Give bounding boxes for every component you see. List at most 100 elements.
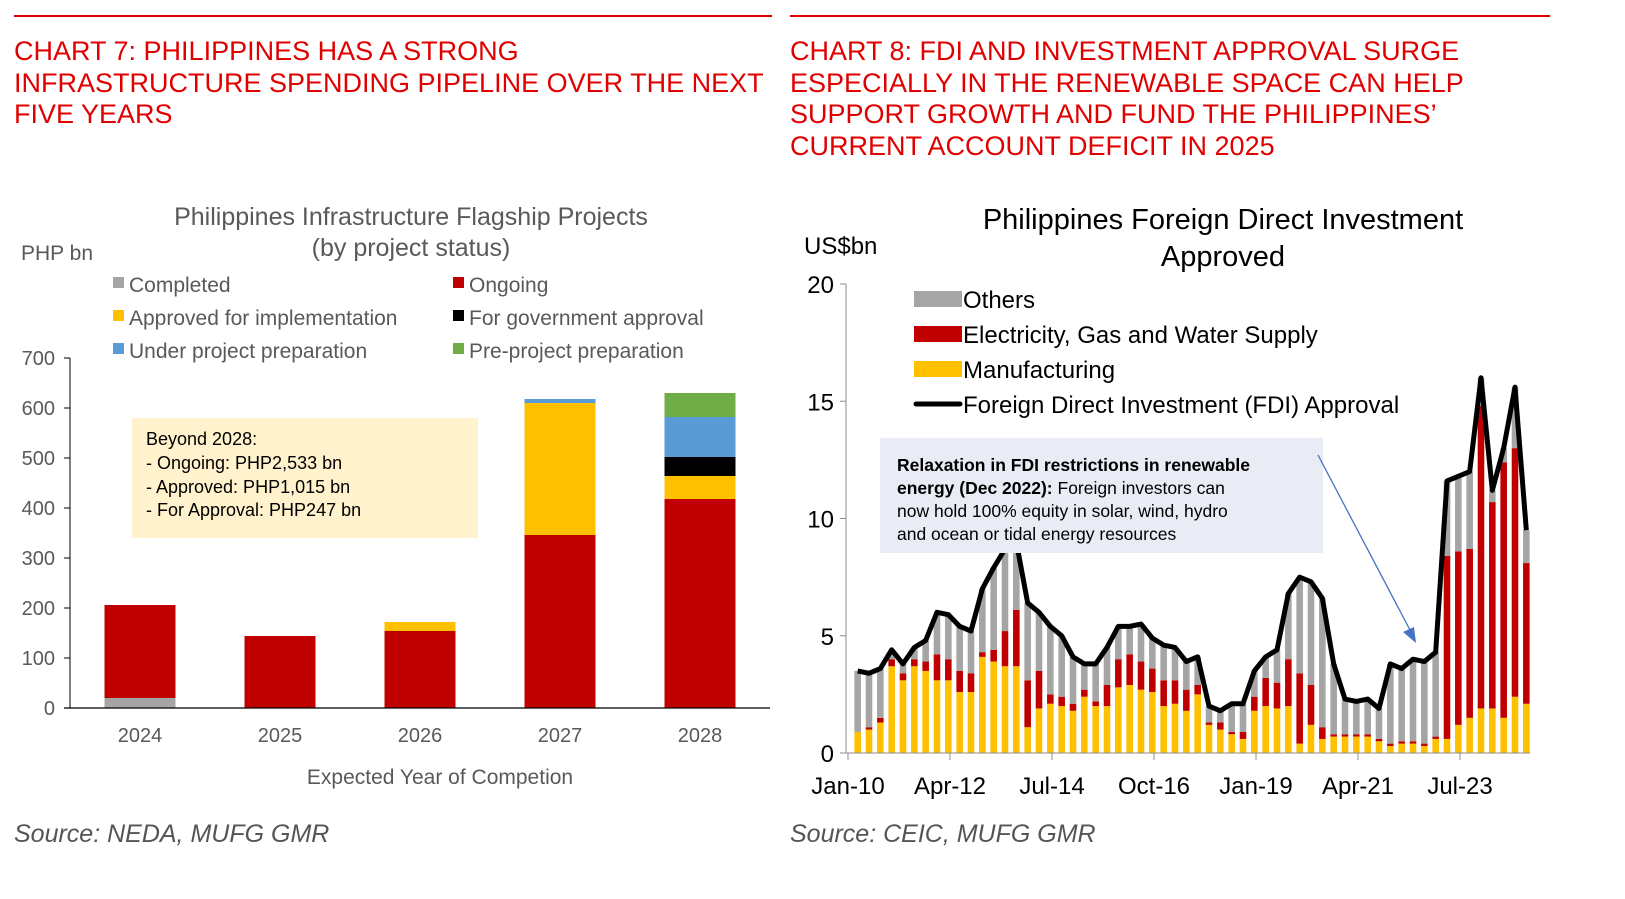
bar-manufacturing	[967, 692, 975, 753]
bar-segment-ongoing	[384, 631, 456, 708]
bar-others	[854, 670, 861, 732]
bar-others	[1001, 548, 1009, 632]
y-axis: 0 5 10 15 20	[807, 272, 847, 768]
x-axis-title: Expected Year of Competion	[307, 766, 573, 789]
bar-electricity	[1239, 731, 1247, 739]
source-right: Source: CEIC, MUFG GMR	[790, 820, 1096, 848]
bar-electricity	[1319, 727, 1326, 739]
y-tick-label: 15	[807, 389, 834, 416]
legend-swatch	[914, 326, 962, 342]
annotation-normal: now hold 100% equity in solar, wind, hyd…	[897, 501, 1228, 521]
bar-manufacturing	[1353, 736, 1360, 753]
x-tick-label: Oct-16	[1118, 773, 1190, 800]
y-tick-label: 10	[807, 507, 834, 534]
bar-electricity	[1047, 694, 1054, 704]
bar-others	[922, 640, 929, 662]
y-tick-label: 0	[821, 741, 834, 768]
bar-manufacturing	[854, 731, 861, 753]
bar-manufacturing	[1081, 696, 1088, 753]
bar-manufacturing	[1024, 727, 1031, 753]
bar-manufacturing	[1500, 717, 1507, 753]
x-tick-label: 2028	[678, 725, 723, 747]
bar-segment-ongoing	[104, 605, 176, 698]
bar-others	[990, 567, 997, 650]
legend: Others Electricity, Gas and Water Supply M…	[913, 287, 1399, 419]
bar-others	[1251, 670, 1258, 697]
bar-electricity	[1421, 743, 1428, 746]
header-rule-left	[14, 15, 772, 17]
bar-others	[1489, 490, 1496, 503]
bar-others	[1171, 647, 1179, 681]
bar-manufacturing	[1160, 706, 1167, 753]
bar-manufacturing	[1149, 692, 1156, 753]
bar-others	[1047, 626, 1054, 695]
annotation-bold: energy (Dec 2022):	[897, 478, 1053, 498]
bar-manufacturing	[1523, 703, 1530, 753]
bar-electricity	[933, 654, 941, 681]
source-left: Source: NEDA, MUFG GMR	[14, 820, 330, 848]
arrow-shaft	[1317, 454, 1411, 631]
bar-manufacturing	[1001, 666, 1009, 753]
bar-others	[1058, 635, 1065, 697]
bar-electricity	[1353, 734, 1360, 737]
heading-line: CHART 7: PHILIPPINES HAS A STRONG	[14, 36, 519, 66]
chart-title-line-1: Philippines Infrastructure Flagship Proj…	[174, 203, 648, 231]
annotation-normal: Foreign investors can	[1053, 478, 1225, 498]
bar-others	[1205, 706, 1213, 723]
legend-swatch	[113, 343, 124, 354]
heading-line: ESPECIALLY IN THE RENEWABLE SPACE CAN HE…	[790, 67, 1464, 98]
bar-others	[1523, 530, 1530, 564]
legend-swatch	[914, 361, 962, 377]
bar-others	[1262, 656, 1269, 678]
bar-manufacturing	[865, 729, 873, 753]
bar-others	[1421, 661, 1428, 744]
bar-others	[1285, 593, 1292, 660]
bar-others	[1409, 659, 1417, 742]
bar-electricity	[1001, 631, 1009, 667]
bar-manufacturing	[1489, 708, 1496, 753]
bar-manufacturing	[1341, 736, 1349, 753]
arrow-head	[1403, 627, 1416, 643]
legend-label: Under project preparation	[129, 340, 367, 363]
bar-manufacturing	[1183, 710, 1190, 753]
bar-electricity	[945, 659, 952, 681]
bar-electricity	[1069, 703, 1077, 711]
bar-electricity	[1511, 448, 1519, 697]
x-tick-label: Apr-12	[914, 773, 986, 800]
bar-electricity	[1194, 684, 1201, 695]
bar-others	[1228, 703, 1235, 732]
x-tick-label: 2026	[398, 725, 443, 747]
bar-manufacturing	[899, 680, 907, 753]
bar-others	[1364, 699, 1371, 735]
bar-manufacturing	[1432, 738, 1439, 753]
bar-segment-ongoing	[664, 499, 736, 708]
y-axis-unit-label: PHP bn	[21, 242, 93, 265]
bar-manufacturing	[1477, 708, 1485, 753]
bar-electricity	[1523, 563, 1530, 704]
bar-others	[1103, 647, 1111, 685]
bar-electricity	[1013, 609, 1020, 667]
bar-manufacturing	[956, 692, 963, 753]
bar-electricity	[1341, 734, 1349, 737]
y-axis-unit-label: US$bn	[804, 233, 877, 260]
bar-manufacturing	[1409, 743, 1417, 753]
heading-line: CURRENT ACCOUNT DEFICIT IN 2025	[790, 130, 1275, 161]
bar-others	[1341, 699, 1349, 735]
bar-electricity	[1137, 661, 1145, 690]
bar-manufacturing	[1092, 706, 1099, 753]
bar-others	[1398, 668, 1405, 742]
y-tick-label: 5	[821, 624, 834, 651]
bar-electricity	[1217, 722, 1224, 730]
fdi-approval-line	[857, 375, 1529, 714]
chart-title-line-2: Approved	[1161, 241, 1285, 273]
bar-others	[1273, 649, 1281, 683]
bar-manufacturing	[1103, 706, 1111, 753]
bar-manufacturing	[1364, 736, 1371, 753]
bar-others	[1432, 652, 1439, 737]
annotation-line: - For Approval: PHP247 bn	[146, 500, 361, 520]
bar-electricity	[899, 673, 907, 681]
bar-manufacturing	[911, 666, 918, 753]
annotation-line: - Ongoing: PHP2,533 bn	[146, 453, 342, 473]
bar-electricity	[967, 673, 975, 693]
bar-electricity	[1160, 680, 1167, 707]
